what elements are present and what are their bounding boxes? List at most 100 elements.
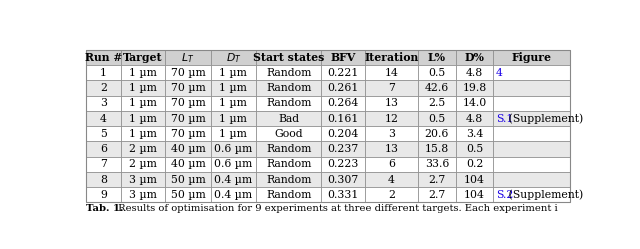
Text: 70 µm: 70 µm (170, 114, 205, 124)
Bar (211, 65, 256, 80)
Text: 3.4: 3.4 (466, 129, 483, 139)
Text: 0.2: 0.2 (466, 159, 483, 169)
Text: 70 µm: 70 µm (170, 68, 205, 78)
Bar (418, 96, 456, 111)
Text: 2 µm: 2 µm (129, 144, 157, 154)
Text: 14.0: 14.0 (462, 98, 486, 108)
Text: 70 µm: 70 µm (170, 129, 205, 139)
Bar (493, 96, 570, 111)
Text: 0.223: 0.223 (328, 159, 359, 169)
Bar (121, 172, 165, 187)
Text: (Supplement): (Supplement) (505, 189, 584, 200)
Text: 0.204: 0.204 (328, 129, 359, 139)
Text: 0.261: 0.261 (328, 83, 359, 93)
Bar (321, 187, 365, 202)
Text: Results of optimisation for 9 experiments at three different targets. Each exper: Results of optimisation for 9 experiment… (115, 204, 557, 213)
Text: 5: 5 (100, 129, 107, 139)
Text: Bad: Bad (278, 114, 300, 124)
Bar (456, 50, 493, 65)
Text: S.1: S.1 (496, 114, 513, 124)
Bar (321, 80, 365, 96)
Text: 104: 104 (464, 175, 485, 185)
Bar (418, 80, 456, 96)
Bar (86, 50, 570, 202)
Text: 0.307: 0.307 (328, 175, 359, 185)
Text: 6: 6 (100, 144, 107, 154)
Text: 0.5: 0.5 (466, 144, 483, 154)
Text: 3: 3 (100, 98, 107, 108)
Bar (256, 50, 321, 65)
Text: 4: 4 (496, 68, 503, 78)
Text: 9: 9 (100, 190, 107, 200)
Bar (493, 126, 570, 141)
Bar (121, 141, 165, 157)
Text: BFV: BFV (330, 52, 356, 63)
Bar (365, 96, 418, 111)
Text: 0.6 µm: 0.6 µm (214, 144, 252, 154)
Bar (321, 172, 365, 187)
Bar (456, 65, 493, 80)
Text: Figure: Figure (511, 52, 552, 63)
Bar (256, 111, 321, 126)
Text: 1 µm: 1 µm (220, 129, 247, 139)
Bar (165, 172, 211, 187)
Text: 33.6: 33.6 (425, 159, 449, 169)
Bar (86, 111, 121, 126)
Text: Random: Random (266, 190, 311, 200)
Text: 70 µm: 70 µm (170, 98, 205, 108)
Bar (86, 157, 121, 172)
Text: 0.221: 0.221 (328, 68, 359, 78)
Text: 2 µm: 2 µm (129, 159, 157, 169)
Bar (121, 65, 165, 80)
Text: Random: Random (266, 68, 311, 78)
Text: 3 µm: 3 µm (129, 190, 157, 200)
Bar (418, 50, 456, 65)
Text: Random: Random (266, 83, 311, 93)
Bar (86, 80, 121, 96)
Text: $D_T$: $D_T$ (225, 51, 241, 64)
Bar (256, 80, 321, 96)
Text: 1 µm: 1 µm (220, 98, 247, 108)
Text: 1: 1 (100, 68, 107, 78)
Text: 6: 6 (388, 159, 395, 169)
Bar (456, 80, 493, 96)
Text: 0.237: 0.237 (328, 144, 359, 154)
Bar (121, 111, 165, 126)
Text: Start states: Start states (253, 52, 324, 63)
Bar (86, 141, 121, 157)
Text: 15.8: 15.8 (425, 144, 449, 154)
Bar (86, 126, 121, 141)
Bar (456, 126, 493, 141)
Bar (321, 141, 365, 157)
Text: 2.5: 2.5 (428, 98, 445, 108)
Text: $L_T$: $L_T$ (181, 51, 195, 64)
Bar (456, 157, 493, 172)
Text: L%: L% (428, 52, 446, 63)
Bar (256, 126, 321, 141)
Text: 1 µm: 1 µm (129, 98, 157, 108)
Text: 50 µm: 50 µm (170, 190, 205, 200)
Bar (321, 111, 365, 126)
Bar (418, 141, 456, 157)
Text: Random: Random (266, 175, 311, 185)
Text: S.2: S.2 (496, 190, 513, 200)
Text: Random: Random (266, 159, 311, 169)
Text: 1 µm: 1 µm (129, 129, 157, 139)
Text: 1 µm: 1 µm (129, 83, 157, 93)
Text: 3: 3 (388, 129, 395, 139)
Bar (165, 111, 211, 126)
Bar (365, 126, 418, 141)
Bar (493, 50, 570, 65)
Text: 1 µm: 1 µm (220, 83, 247, 93)
Bar (165, 65, 211, 80)
Bar (256, 157, 321, 172)
Text: 14: 14 (385, 68, 399, 78)
Bar (121, 80, 165, 96)
Bar (365, 80, 418, 96)
Bar (256, 96, 321, 111)
Text: Random: Random (266, 98, 311, 108)
Bar (211, 80, 256, 96)
Bar (365, 65, 418, 80)
Bar (456, 141, 493, 157)
Bar (86, 187, 121, 202)
